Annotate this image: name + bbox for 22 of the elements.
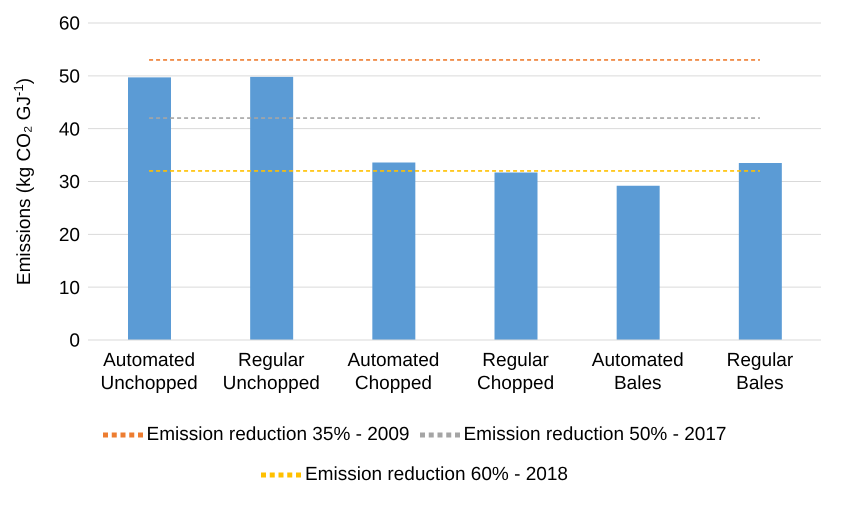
x-tick-label: Regular Bales: [726, 350, 794, 394]
x-tick-label: Automated Chopped: [347, 350, 440, 394]
legend-label: Emission reduction 50% - 2017: [464, 424, 726, 446]
bar: [372, 162, 416, 340]
y-tick-label: 10: [58, 278, 80, 299]
y-tick-label: 40: [58, 119, 80, 140]
bar: [494, 172, 538, 340]
bar: [616, 186, 660, 340]
y-tick-label: 60: [58, 14, 80, 35]
x-tick-label: Automated Unchopped: [100, 350, 198, 394]
y-tick-label: 50: [58, 66, 80, 88]
x-tick-label: Automated Bales: [592, 350, 684, 394]
y-tick-label: 20: [58, 225, 80, 246]
y-tick-label: 0: [69, 330, 80, 352]
bar: [128, 77, 171, 340]
x-tick-label: Regular Unchopped: [222, 350, 320, 394]
x-tick-label: Regular Chopped: [477, 350, 554, 394]
legend-label: Emission reduction 35% - 2009: [146, 424, 410, 446]
bar: [250, 76, 294, 340]
y-tick-label: 30: [58, 172, 80, 194]
legend-label: Emission reduction 60% - 2018: [305, 464, 568, 486]
bar: [738, 163, 782, 340]
